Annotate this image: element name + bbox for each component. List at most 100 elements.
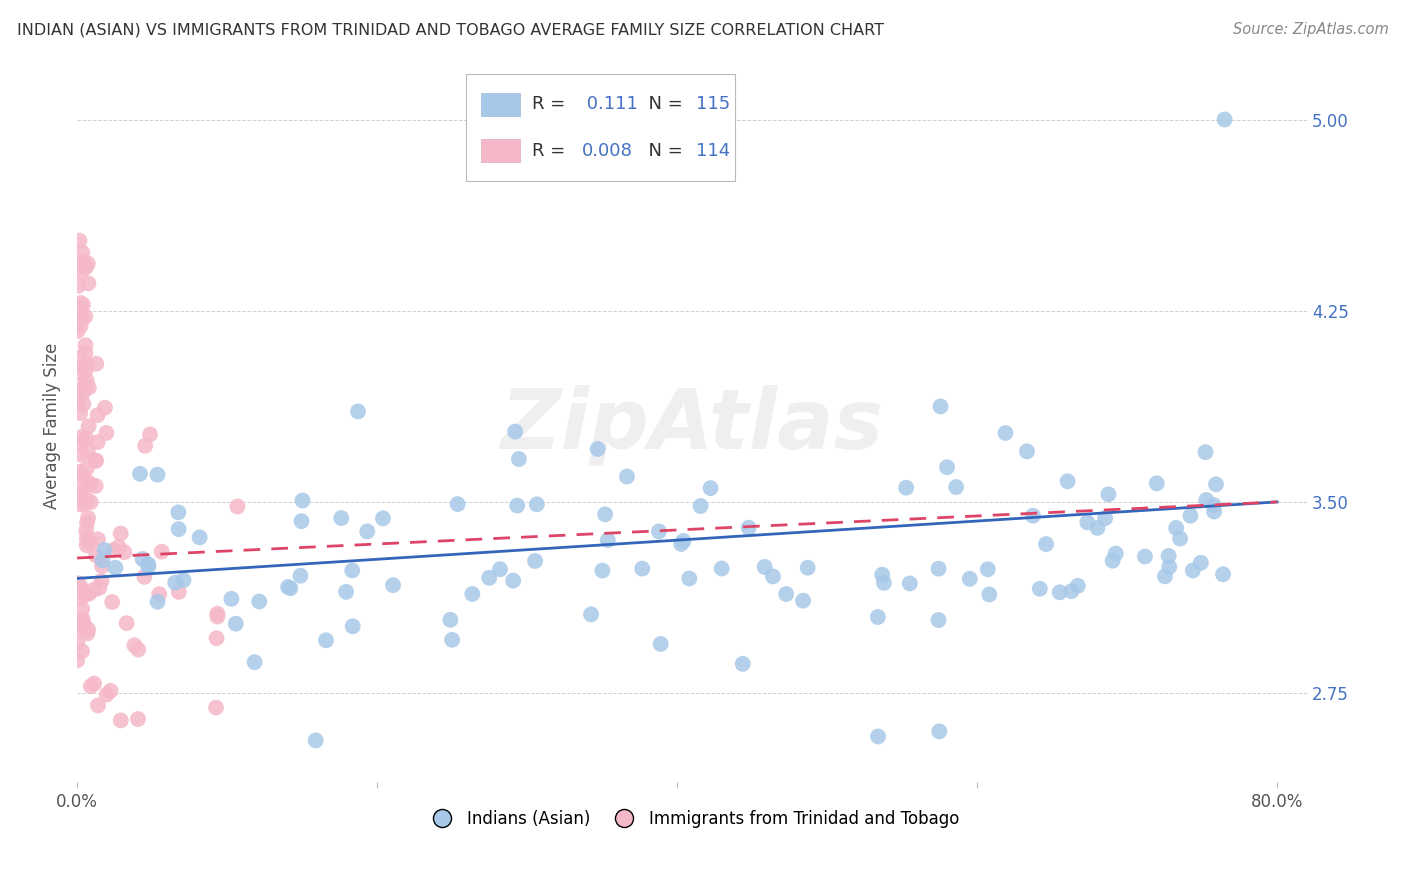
Point bbox=[79, 477, 101, 491]
Point bbox=[1067, 579, 1090, 593]
Point bbox=[101, 595, 124, 609]
Point bbox=[868, 730, 890, 744]
Point bbox=[73, 618, 96, 632]
Point bbox=[75, 380, 97, 394]
Point bbox=[136, 558, 159, 572]
Point bbox=[76, 357, 98, 371]
Point bbox=[207, 609, 229, 624]
Point bbox=[898, 576, 921, 591]
Point bbox=[1101, 554, 1123, 568]
Point bbox=[76, 492, 98, 507]
Point bbox=[489, 562, 512, 576]
Point bbox=[75, 587, 97, 601]
Point bbox=[526, 497, 548, 511]
Point bbox=[167, 505, 190, 519]
Point bbox=[70, 480, 93, 494]
Point bbox=[83, 582, 105, 597]
Point bbox=[648, 524, 671, 539]
Point bbox=[678, 572, 700, 586]
Point bbox=[115, 616, 138, 631]
Point bbox=[1060, 584, 1083, 599]
Point bbox=[305, 733, 328, 747]
Point bbox=[70, 621, 93, 635]
Point bbox=[188, 530, 211, 544]
Point bbox=[70, 436, 93, 450]
Point bbox=[67, 465, 90, 479]
Point bbox=[73, 587, 96, 601]
Point bbox=[1213, 112, 1236, 127]
Point bbox=[73, 359, 96, 373]
Point bbox=[110, 714, 132, 728]
Point bbox=[136, 559, 159, 574]
Text: ZipAtlas: ZipAtlas bbox=[501, 385, 883, 466]
Point bbox=[86, 408, 108, 422]
Point bbox=[502, 574, 524, 588]
Point bbox=[67, 576, 90, 591]
Point bbox=[591, 564, 613, 578]
Point bbox=[1015, 444, 1038, 458]
Point bbox=[69, 318, 91, 333]
Legend: Indians (Asian), Immigrants from Trinidad and Tobago: Indians (Asian), Immigrants from Trinida… bbox=[419, 804, 966, 835]
Point bbox=[167, 522, 190, 536]
Point bbox=[927, 613, 949, 627]
Point bbox=[94, 401, 117, 415]
Point bbox=[1181, 564, 1204, 578]
Point bbox=[66, 615, 89, 630]
FancyBboxPatch shape bbox=[465, 74, 735, 180]
Point bbox=[104, 560, 127, 574]
Point bbox=[205, 700, 228, 714]
Point bbox=[67, 382, 90, 396]
Point bbox=[77, 380, 100, 394]
Point bbox=[167, 585, 190, 599]
Point bbox=[139, 427, 162, 442]
Point bbox=[146, 595, 169, 609]
Point bbox=[936, 460, 959, 475]
Point bbox=[579, 607, 602, 622]
Point bbox=[75, 345, 97, 359]
Point bbox=[315, 633, 337, 648]
Point bbox=[79, 535, 101, 549]
Point bbox=[1194, 445, 1216, 459]
Point bbox=[76, 374, 98, 388]
Point bbox=[77, 511, 100, 525]
Point bbox=[1133, 549, 1156, 564]
Point bbox=[792, 593, 814, 607]
Text: 114: 114 bbox=[696, 142, 730, 160]
Point bbox=[150, 544, 173, 558]
Point bbox=[754, 560, 776, 574]
Point bbox=[70, 616, 93, 631]
Point bbox=[1029, 582, 1052, 596]
Text: 115: 115 bbox=[696, 95, 730, 113]
Point bbox=[67, 278, 90, 293]
Point bbox=[91, 558, 114, 573]
Text: N =: N = bbox=[637, 95, 689, 113]
Point bbox=[959, 572, 981, 586]
Point bbox=[247, 594, 270, 608]
Point bbox=[929, 400, 952, 414]
Point bbox=[1202, 498, 1225, 512]
Point bbox=[124, 638, 146, 652]
Point bbox=[207, 607, 229, 621]
Point bbox=[873, 575, 896, 590]
Point bbox=[83, 676, 105, 690]
Point bbox=[69, 406, 91, 420]
Point bbox=[277, 580, 299, 594]
Point bbox=[1204, 504, 1226, 518]
Point bbox=[75, 310, 97, 324]
Point bbox=[710, 561, 733, 575]
Point bbox=[76, 538, 98, 552]
Point bbox=[775, 587, 797, 601]
Point bbox=[382, 578, 405, 592]
Point bbox=[91, 553, 114, 567]
Point bbox=[596, 533, 619, 548]
Point bbox=[866, 610, 889, 624]
Point bbox=[524, 554, 547, 568]
Point bbox=[84, 549, 107, 563]
Point bbox=[280, 581, 302, 595]
Point bbox=[77, 419, 100, 434]
Point bbox=[110, 526, 132, 541]
Point bbox=[148, 587, 170, 601]
Point bbox=[76, 461, 98, 475]
Point bbox=[478, 571, 501, 585]
Point bbox=[75, 432, 97, 446]
